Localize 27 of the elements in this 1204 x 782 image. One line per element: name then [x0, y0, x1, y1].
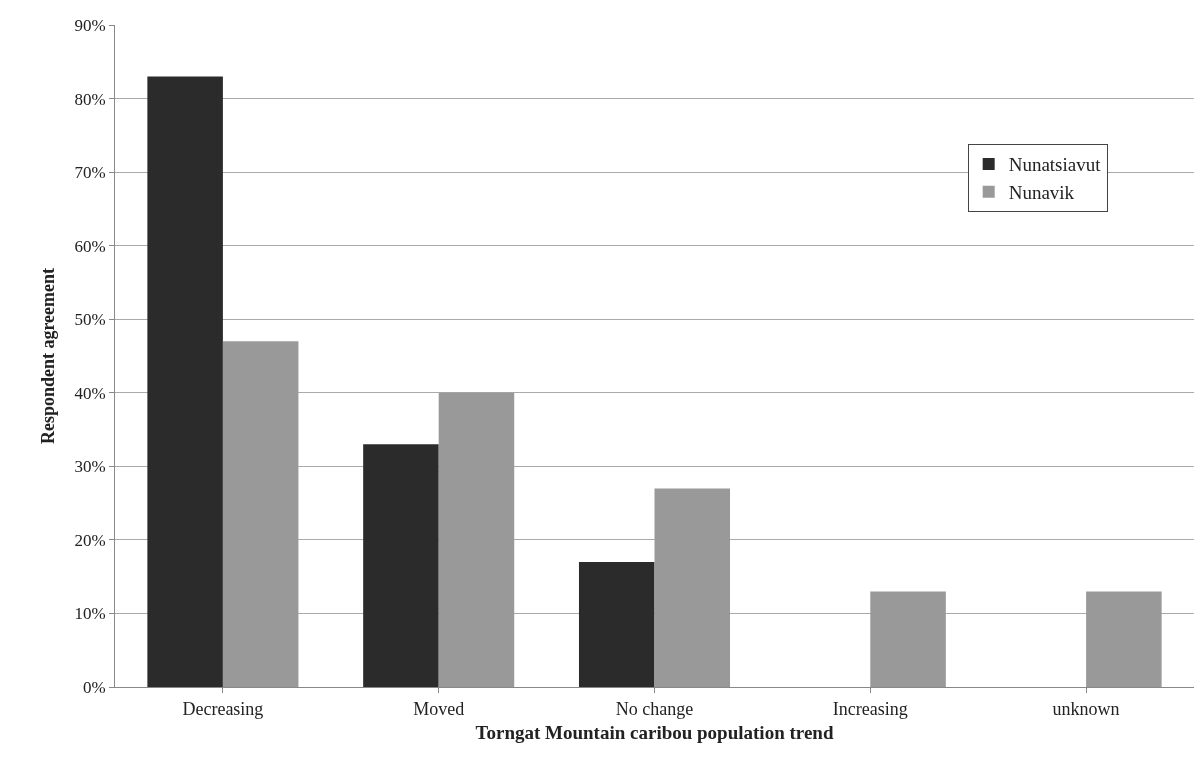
- y-tick-label: 50%: [74, 310, 106, 330]
- bar: [578, 561, 655, 687]
- y-tick-label: 90%: [74, 15, 106, 35]
- bar: [1086, 591, 1162, 687]
- y-tick-label: 30%: [74, 457, 106, 477]
- bar: [438, 392, 515, 687]
- y-tick-label: 70%: [74, 163, 106, 183]
- y-tick-label: 60%: [74, 236, 106, 256]
- y-tick-label: 10%: [74, 604, 106, 624]
- x-tick-label: No change: [615, 698, 694, 719]
- y-tick-label: 40%: [74, 383, 106, 403]
- bar: [654, 488, 731, 687]
- bar: [147, 76, 223, 687]
- y-tick-label: 20%: [74, 530, 106, 550]
- bar: [870, 591, 946, 687]
- y-tick-label: 0%: [82, 677, 106, 697]
- y-tick-label: 80%: [74, 89, 106, 109]
- x-tick-label: Moved: [413, 698, 465, 719]
- x-axis-title: Torngat Mountain caribou population trend: [475, 722, 834, 744]
- legend-label: Nunavik: [1008, 182, 1075, 204]
- y-axis-title: Respondent agreement: [37, 267, 58, 445]
- bar: [222, 341, 299, 687]
- legend-label: Nunatsiavut: [1008, 154, 1102, 176]
- bar: [363, 444, 439, 687]
- x-tick-label: Decreasing: [182, 698, 264, 719]
- x-tick-label: Increasing: [832, 698, 908, 719]
- x-tick-label: unknown: [1052, 698, 1120, 719]
